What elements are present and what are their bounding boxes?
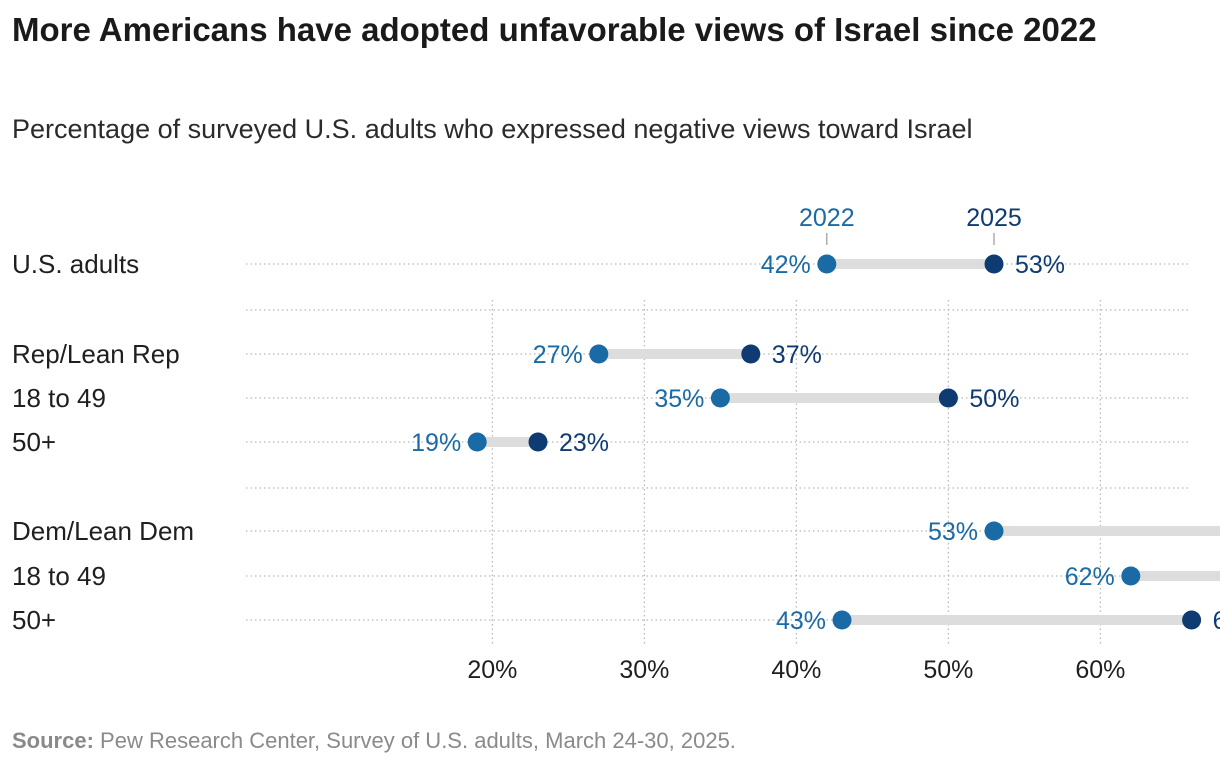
value-label-2022: 27% [533,341,583,369]
x-tick-label: 20% [467,656,517,684]
point-2025 [984,254,1004,274]
value-label-2022: 19% [411,429,461,457]
point-2022 [832,610,852,630]
x-axis-ticks: 20%30%40%50%60%70% [467,656,1125,684]
point-2025 [528,432,548,452]
source-note: Source: Pew Research Center, Survey of U… [12,728,736,754]
point-2025 [1182,610,1202,630]
value-label-2022: 53% [928,518,978,546]
x-tick-label: 50% [923,656,973,684]
value-label-2022: 62% [1065,563,1115,591]
value-label-2025: 50% [969,385,1019,413]
value-label-2022: 42% [761,251,811,279]
row-label: U.S. adults [12,249,139,279]
point-2022 [589,344,609,364]
data-marks: 42%53%27%37%35%50%19%23%53%69%62%71%43%6… [411,251,1220,635]
source-label: Source: [12,728,94,753]
row-label: Rep/Lean Rep [12,339,180,369]
legend: 2022 2025 [799,204,1022,245]
point-2022 [710,388,730,408]
value-label-2022: 35% [654,385,704,413]
x-tick-label: 30% [619,656,669,684]
value-label-2025: 23% [559,429,609,457]
legend-label-2025: 2025 [966,204,1022,232]
value-label-2025: 53% [1015,251,1065,279]
x-tick-label: 60% [1075,656,1125,684]
point-2025 [741,344,761,364]
x-tick-label: 40% [771,656,821,684]
point-2022 [984,521,1004,541]
point-2022 [1121,566,1141,586]
legend-label-2022: 2022 [799,204,855,232]
point-2022 [467,432,487,452]
source-text: Pew Research Center, Survey of U.S. adul… [100,728,736,753]
row-label: 18 to 49 [12,561,106,591]
point-2025 [938,388,958,408]
value-label-2022: 43% [776,607,826,635]
row-label: 50+ [12,605,56,635]
gridlines [246,263,1188,645]
row-labels: U.S. adults Rep/Lean Rep 18 to 49 50+ Dem/Le… [12,249,194,635]
row-label: 18 to 49 [12,383,106,413]
row-label: Dem/Lean Dem [12,516,194,546]
chart-title: More Americans have adopted unfavorable … [12,11,1097,48]
value-label-2025: 66% [1213,607,1220,635]
chart-subtitle: Percentage of surveyed U.S. adults who e… [12,114,973,144]
point-2022 [817,254,837,274]
row-label: 50+ [12,427,56,457]
value-label-2025: 37% [772,341,822,369]
